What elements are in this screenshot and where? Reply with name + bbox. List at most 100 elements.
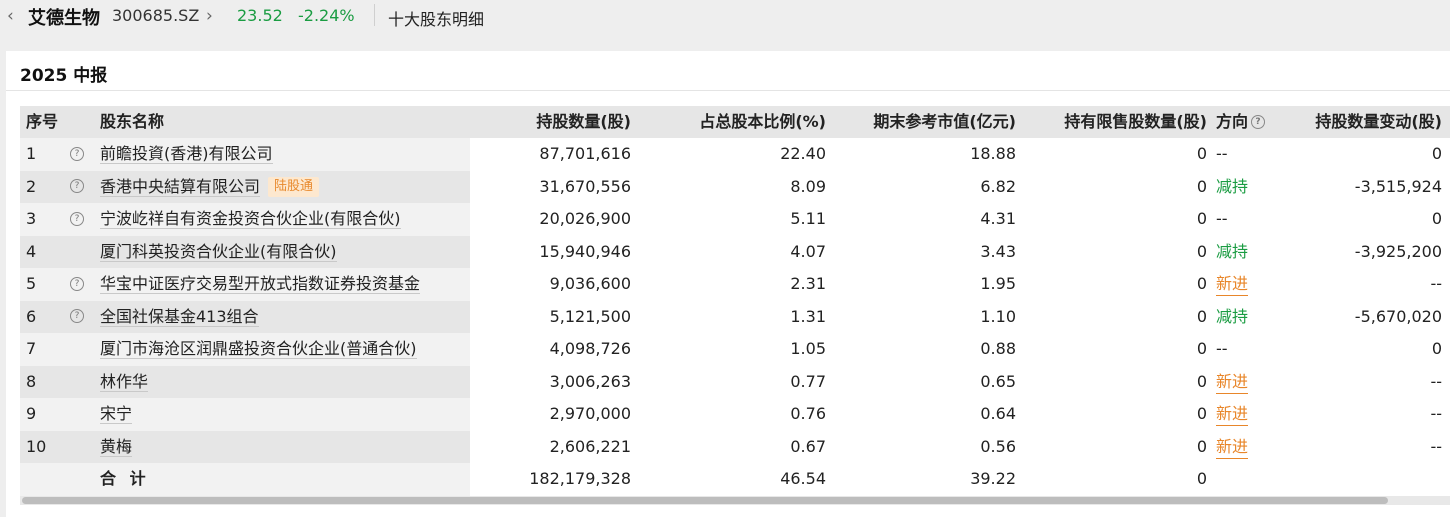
restricted-cell: 0	[1196, 306, 1207, 326]
total-market-value: 39.22	[970, 469, 1016, 488]
shares-cell: 4,098,726	[549, 339, 631, 358]
holders-panel: 2025 中报 序号 股东名称 持股数量(股) 占总股本比例(%) 期末参考市值…	[6, 51, 1450, 517]
table-row: 3? 宁波屹祥自有资金投资合伙企业(有限合伙) 20,026,900 5.11 4.31…	[20, 203, 1450, 236]
holder-name-link[interactable]: 香港中央結算有限公司	[100, 176, 261, 197]
help-icon-cell: ?	[70, 268, 88, 301]
help-icon[interactable]: ?	[70, 309, 84, 323]
holder-name-link[interactable]: 华宝中证医疗交易型开放式指数证券投资基金	[100, 274, 421, 294]
table-row: 9 宋宁 2,970,000 0.76 0.64 0 新进 --	[20, 398, 1450, 431]
frozen-column-bg	[20, 365, 470, 398]
holder-name-link[interactable]: 全国社保基金413组合	[100, 306, 259, 327]
frozen-column-bg	[20, 138, 470, 171]
holder-name-link[interactable]: 厦门市海沧区润鼎盛投资合伙企业(普通合伙)	[100, 339, 417, 359]
ratio-cell: 0.67	[790, 436, 826, 456]
direction-label[interactable]: 新进	[1216, 436, 1249, 459]
col-header-change[interactable]: 持股数量变动(股)	[1315, 112, 1442, 131]
direction-label: 减持	[1216, 306, 1249, 326]
chevron-left-icon[interactable]: ‹	[7, 6, 14, 26]
horizontal-scrollbar[interactable]	[20, 496, 1450, 505]
help-icon-cell: ?	[70, 203, 88, 236]
holder-name-cell: 厦门科英投资合伙企业(有限合伙)	[100, 236, 470, 269]
direction-header-label: 方向	[1216, 112, 1249, 131]
change-cell: -3,515,924	[1354, 176, 1442, 196]
restricted-cell: 0	[1196, 404, 1207, 423]
restricted-cell: 0	[1196, 209, 1207, 228]
holder-name-link[interactable]: 宁波屹祥自有资金投资合伙企业(有限合伙)	[100, 209, 401, 229]
table-row: 5? 华宝中证医疗交易型开放式指数证券投资基金 9,036,600 2.31 1.95 0…	[20, 268, 1450, 301]
col-header-shares[interactable]: 持股数量(股)	[536, 112, 631, 131]
stock-code: 300685.SZ	[112, 6, 200, 25]
help-icon-cell: ?	[70, 301, 88, 334]
frozen-column-bg	[20, 203, 470, 236]
scrollbar-thumb[interactable]	[22, 497, 1388, 504]
help-icon[interactable]: ?	[70, 146, 84, 161]
direction-label[interactable]: 新进	[1216, 273, 1249, 296]
help-icon[interactable]: ?	[70, 211, 84, 226]
restricted-cell: 0	[1196, 436, 1207, 456]
col-header-restricted[interactable]: 持有限售股数量(股)	[1064, 112, 1207, 131]
row-index: 6	[26, 306, 37, 326]
help-icon[interactable]: ?	[70, 179, 84, 193]
market-value-cell: 4.31	[980, 209, 1016, 228]
frozen-column-bg	[20, 300, 470, 333]
chevron-right-icon[interactable]: ›	[206, 6, 213, 26]
restricted-cell: 0	[1196, 339, 1207, 358]
direction-cell: 减持	[1216, 236, 1286, 269]
row-index: 5	[26, 274, 37, 293]
direction-label: 减持	[1216, 176, 1249, 196]
direction-cell: 减持	[1216, 171, 1286, 204]
shares-cell: 87,701,616	[539, 144, 631, 163]
market-value-cell: 0.65	[980, 371, 1016, 391]
holder-name-link[interactable]: 黄梅	[100, 436, 133, 457]
holder-name-cell: 全国社保基金413组合	[100, 301, 470, 334]
help-icon[interactable]: ?	[70, 276, 84, 291]
holder-name-cell: 宋宁	[100, 398, 470, 431]
row-index: 2	[26, 176, 37, 196]
row-index: 7	[26, 339, 37, 358]
restricted-cell: 0	[1196, 274, 1207, 293]
stock-change: -2.24%	[298, 6, 355, 25]
direction-cell: --	[1216, 138, 1286, 171]
direction-cell: --	[1216, 333, 1286, 366]
holder-name-link[interactable]: 前瞻投資(香港)有限公司	[100, 144, 273, 164]
table-row: 2? 香港中央結算有限公司 陆股通 31,670,556 8.09 6.82 0 减持 -3,5…	[20, 170, 1450, 204]
ratio-cell: 0.76	[790, 404, 826, 423]
ratio-cell: 1.05	[790, 339, 826, 358]
help-icon[interactable]: ?	[1251, 114, 1266, 129]
market-value-cell: 6.82	[980, 176, 1016, 196]
change-cell: -5,670,020	[1354, 306, 1442, 326]
col-header-ratio[interactable]: 占总股本比例(%)	[699, 112, 826, 131]
change-cell: --	[1430, 404, 1442, 423]
ratio-cell: 2.31	[790, 274, 826, 293]
frozen-column-bg	[20, 170, 470, 203]
col-header-index[interactable]: 序号	[26, 112, 59, 131]
change-cell: --	[1430, 274, 1442, 293]
report-period-title: 2025 中报	[20, 66, 108, 86]
frozen-column-bg	[20, 463, 470, 496]
restricted-cell: 0	[1196, 176, 1207, 196]
col-header-market-value[interactable]: 期末参考市值(亿元)	[873, 112, 1016, 131]
top-header: ‹ 艾德生物 300685.SZ › 23.52 -2.24% 十大股东明细	[0, 0, 1450, 34]
holder-name-link[interactable]: 厦门科英投资合伙企业(有限合伙)	[100, 241, 337, 262]
market-value-cell: 1.10	[980, 306, 1016, 326]
row-index: 1	[26, 144, 37, 163]
market-value-cell: 3.43	[980, 241, 1016, 261]
holder-name-link[interactable]: 林作华	[100, 371, 149, 392]
direction-label[interactable]: 新进	[1216, 371, 1249, 394]
col-header-direction[interactable]: 方向?	[1216, 106, 1286, 138]
shares-cell: 15,940,946	[539, 241, 631, 261]
shares-cell: 3,006,263	[549, 371, 631, 391]
direction-label[interactable]: 新进	[1216, 403, 1249, 426]
col-header-name[interactable]: 股东名称	[100, 112, 165, 131]
holder-name-link[interactable]: 宋宁	[100, 404, 133, 424]
restricted-cell: 0	[1196, 144, 1207, 163]
table-row: 6? 全国社保基金413组合 5,121,500 1.31 1.10 0 减持 -5,670,…	[20, 300, 1450, 334]
direction-label: --	[1216, 339, 1228, 358]
frozen-column-bg	[20, 430, 470, 463]
table-row: 7 厦门市海沧区润鼎盛投资合伙企业(普通合伙) 4,098,726 1.05 0.88 0…	[20, 333, 1450, 366]
shares-cell: 2,606,221	[549, 436, 631, 456]
table-row: 1? 前瞻投資(香港)有限公司 87,701,616 22.40 18.88 0 -- 0	[20, 138, 1450, 171]
holder-name-cell: 华宝中证医疗交易型开放式指数证券投资基金	[100, 268, 470, 301]
ratio-cell: 22.40	[780, 144, 826, 163]
total-row: 合 计 182,179,328 46.54 39.22 0	[20, 463, 1450, 496]
